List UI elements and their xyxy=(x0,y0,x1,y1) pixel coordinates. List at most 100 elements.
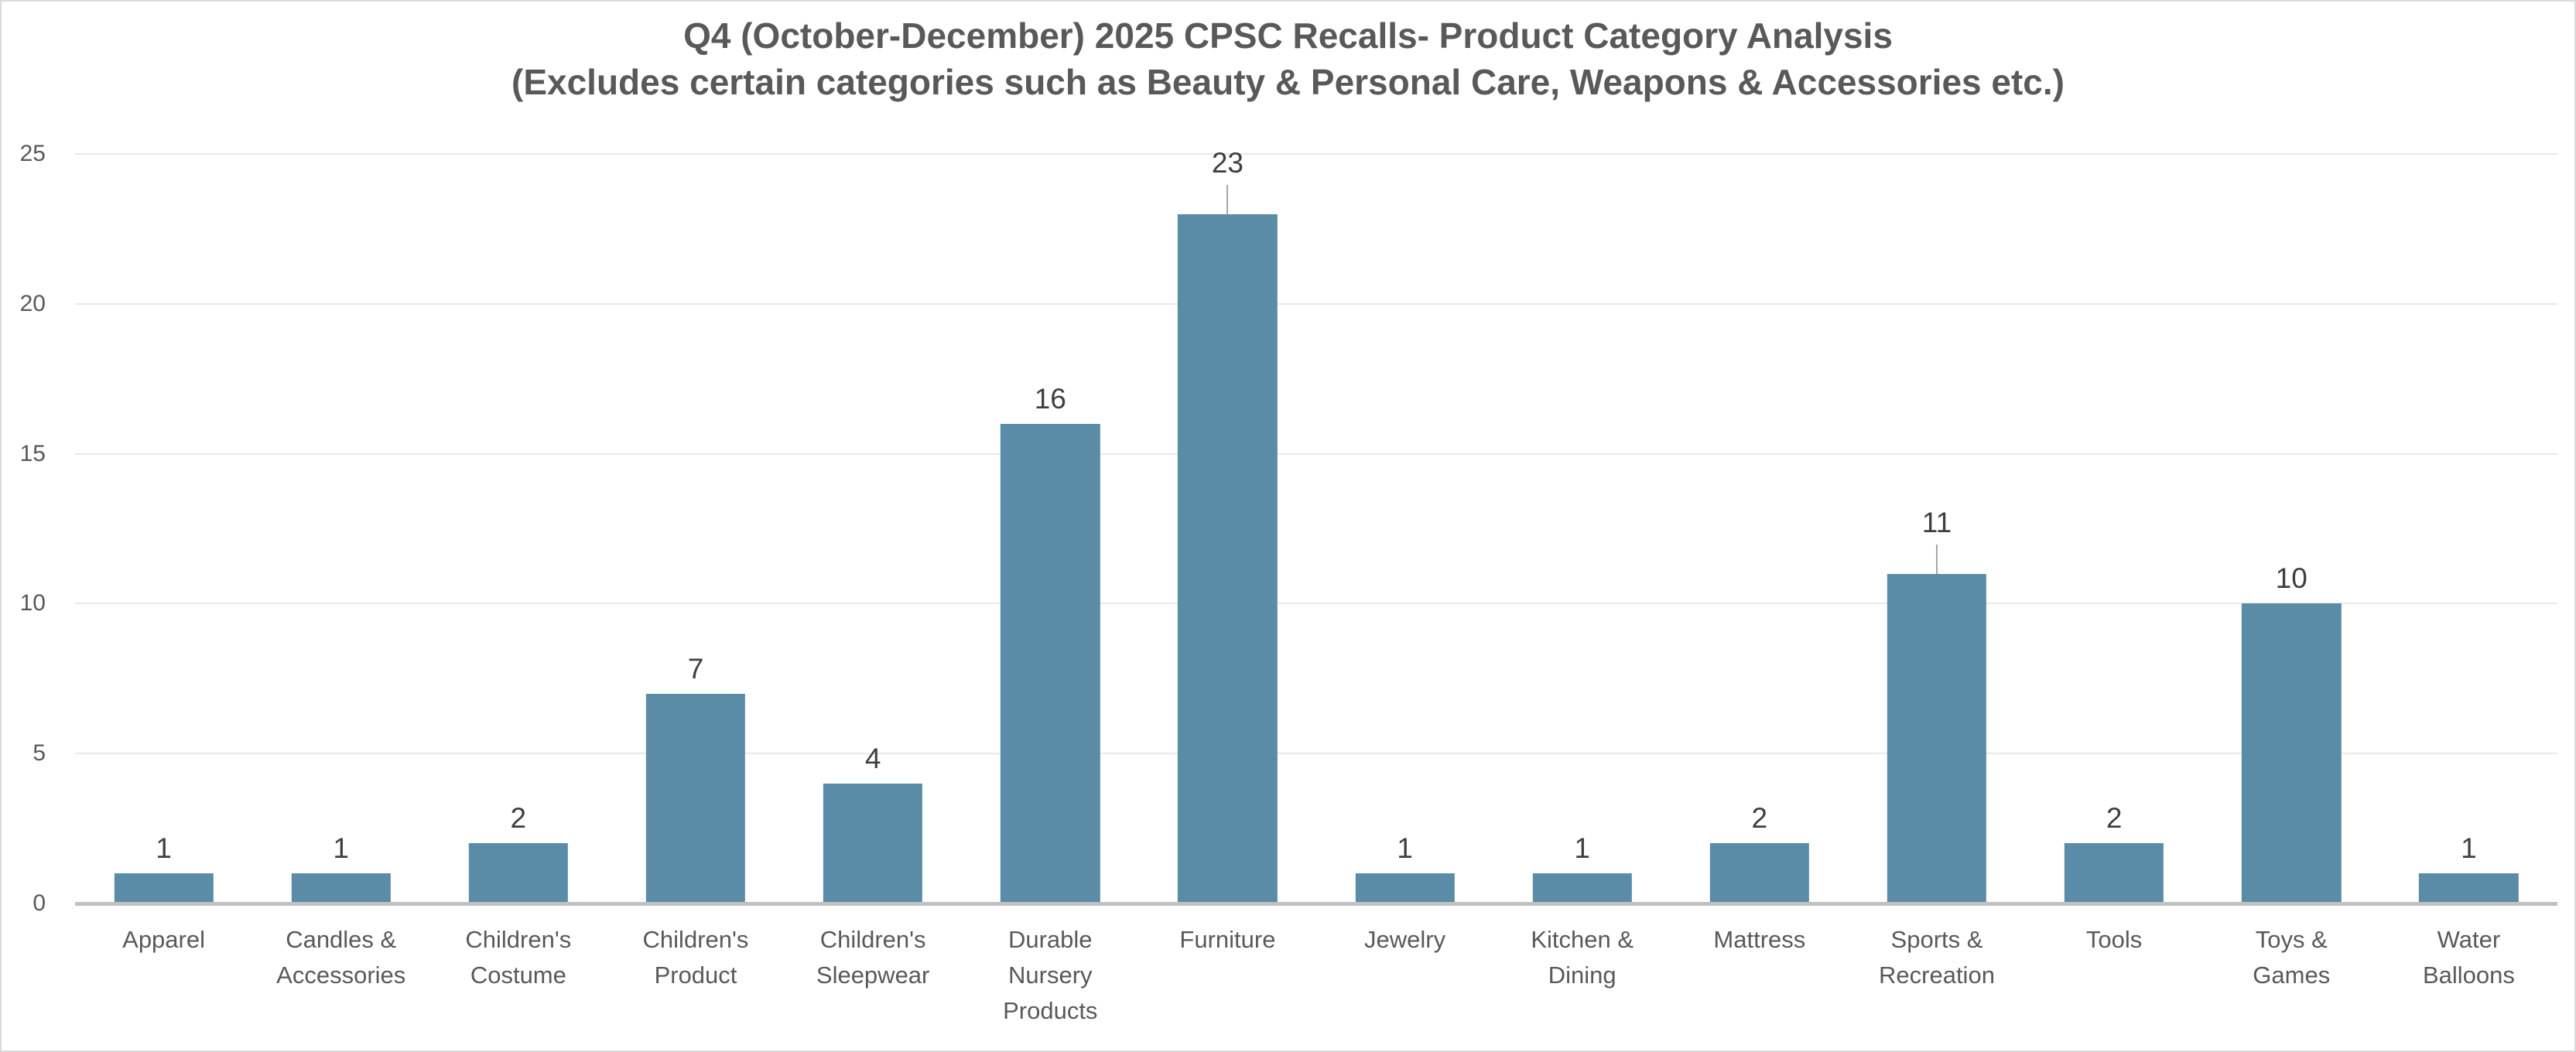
x-axis-label-sports-recreation: Sports & Recreation xyxy=(1848,922,2025,1029)
y-tick-label-15: 15 xyxy=(19,440,46,466)
chart-title-block: Q4 (October-December) 2025 CPSC Recalls-… xyxy=(2,12,2574,105)
bar-cell-sports-recreation: 11 xyxy=(1848,154,2025,903)
x-axis-label-line: Mattress xyxy=(1713,926,1806,953)
x-axis-label-line: Sports & xyxy=(1890,926,1983,953)
x-axis-label-water-balloons: Water Balloons xyxy=(2380,922,2557,1029)
bar-jewelry xyxy=(1355,873,1455,903)
x-axis-label-apparel: Apparel xyxy=(75,922,252,1029)
bar-apparel xyxy=(114,873,214,903)
x-axis-label-line: Children's xyxy=(465,926,572,953)
y-tick-label-5: 5 xyxy=(32,740,46,767)
x-axis-label-line: Balloons xyxy=(2422,961,2515,989)
bar-toys-games xyxy=(2242,603,2342,903)
gridline-20 xyxy=(75,302,2557,305)
gridline-15 xyxy=(75,453,2557,455)
data-label-children-s-sleepwear: 4 xyxy=(864,742,881,774)
x-axis-label-line: Water xyxy=(2437,926,2501,953)
x-axis-label-kitchen-dining: Kitchen & Dining xyxy=(1493,922,1671,1029)
data-label-kitchen-dining: 1 xyxy=(1574,832,1590,865)
x-axis-label-durable-nursery-products: Durable Nursery Products xyxy=(962,922,1139,1029)
bar-sports-recreation xyxy=(1887,573,1987,903)
bar-mattress xyxy=(1709,843,1809,903)
bar-children-s-costume xyxy=(468,843,568,903)
x-axis-label-line: Toys & xyxy=(2255,926,2328,953)
x-axis-label-line: Durable xyxy=(1007,926,1093,953)
data-label-children-s-product: 7 xyxy=(687,652,704,685)
plot-area: 1 1 2 7 4 16 23 1 1 2 11 2 10 1 xyxy=(75,149,2557,906)
data-label-jewelry: 1 xyxy=(1397,832,1413,865)
y-tick-label-10: 10 xyxy=(19,590,46,617)
x-axis-label-jewelry: Jewelry xyxy=(1316,922,1493,1029)
bar-cell-water-balloons: 1 xyxy=(2380,154,2557,903)
gridline-5 xyxy=(75,753,2557,755)
bar-cell-children-s-product: 7 xyxy=(607,154,784,903)
x-axis-label-line: Children's xyxy=(819,926,926,953)
x-axis-labels: Apparel Candles & Accessories Children's Cos… xyxy=(75,922,2557,1029)
x-axis-label-line: Product xyxy=(654,961,737,989)
x-axis-label-furniture: Furniture xyxy=(1139,922,1316,1029)
bars-layer: 1 1 2 7 4 16 23 1 1 2 11 2 10 1 xyxy=(75,149,2557,903)
data-label-apparel: 1 xyxy=(156,832,172,865)
bar-cell-durable-nursery-products: 16 xyxy=(962,154,1139,903)
data-label-children-s-costume: 2 xyxy=(510,802,527,835)
bar-durable-nursery-products xyxy=(1001,423,1100,903)
x-axis-label-line: Sleepwear xyxy=(816,961,930,989)
bar-furniture xyxy=(1178,213,1278,903)
bar-kitchen-dining xyxy=(1532,873,1632,903)
x-axis-label-line: Recreation xyxy=(1879,961,1995,989)
y-tick-label-20: 20 xyxy=(19,290,46,316)
x-axis-label-tools: Tools xyxy=(2026,922,2203,1029)
y-axis: 0 5 10 15 20 25 xyxy=(2,142,46,915)
x-axis-label-children-s-costume: Children's Costume xyxy=(429,922,607,1029)
chart-title: Q4 (October-December) 2025 CPSC Recalls-… xyxy=(683,15,1893,56)
bar-cell-children-s-sleepwear: 4 xyxy=(785,154,962,903)
y-tick-label-25: 25 xyxy=(19,141,46,166)
x-axis-line xyxy=(75,902,2557,906)
data-label-furniture: 23 xyxy=(1211,146,1244,179)
data-label-water-balloons: 1 xyxy=(2461,832,2477,865)
x-axis-label-line: Tools xyxy=(2085,926,2143,953)
x-axis-label-toys-games: Toys & Games xyxy=(2203,922,2380,1029)
data-label-candles-accessories: 1 xyxy=(333,832,349,865)
x-axis-label-line: Costume xyxy=(470,961,566,989)
gridline-25 xyxy=(75,153,2557,155)
bar-candles-accessories xyxy=(291,873,391,903)
bar-children-s-product xyxy=(645,693,746,903)
bar-cell-mattress: 2 xyxy=(1671,154,1848,903)
x-axis-label-line: Kitchen & xyxy=(1531,926,1634,953)
x-axis-label-line: Products xyxy=(1003,997,1098,1024)
data-label-toys-games: 10 xyxy=(2275,562,2307,595)
data-label-mattress: 2 xyxy=(1751,802,1768,835)
chart-subtitle: (Excludes certain categories such as Bea… xyxy=(511,62,2065,102)
data-label-sports-recreation: 11 xyxy=(1921,506,1952,538)
x-axis-label-candles-accessories: Candles & Accessories xyxy=(252,922,429,1029)
leader-line-furniture xyxy=(1226,184,1229,214)
leader-line-sports-recreation xyxy=(1935,544,1938,574)
x-axis-label-line: Jewelry xyxy=(1364,926,1446,953)
bar-cell-kitchen-dining: 1 xyxy=(1493,154,1671,903)
x-axis-label-mattress: Mattress xyxy=(1671,922,1848,1029)
bar-cell-apparel: 1 xyxy=(75,154,252,903)
bar-cell-furniture: 23 xyxy=(1139,149,1316,903)
bar-cell-jewelry: 1 xyxy=(1316,154,1493,903)
bar-children-s-sleepwear xyxy=(823,783,923,903)
gridline-10 xyxy=(75,603,2557,605)
bar-tools xyxy=(2064,843,2164,903)
bar-water-balloons xyxy=(2419,873,2519,903)
x-axis-label-line: Nursery xyxy=(1008,961,1093,989)
x-axis-label-line: Candles & xyxy=(286,926,397,953)
y-tick-label-0: 0 xyxy=(32,890,46,916)
data-label-tools: 2 xyxy=(2106,802,2123,835)
x-axis-label-line: Games xyxy=(2253,961,2331,989)
x-axis-label-children-s-sleepwear: Children's Sleepwear xyxy=(785,922,962,1029)
bar-cell-candles-accessories: 1 xyxy=(252,154,429,903)
x-axis-label-line: Dining xyxy=(1548,961,1616,989)
x-axis-label-line: Furniture xyxy=(1179,926,1276,953)
bar-cell-tools: 2 xyxy=(2026,154,2203,903)
x-axis-label-line: Apparel xyxy=(122,926,205,953)
bar-cell-toys-games: 10 xyxy=(2203,154,2380,903)
data-label-durable-nursery-products: 16 xyxy=(1034,382,1066,415)
x-axis-label-children-s-product: Children's Product xyxy=(607,922,784,1029)
x-axis-label-line: Children's xyxy=(642,926,749,953)
